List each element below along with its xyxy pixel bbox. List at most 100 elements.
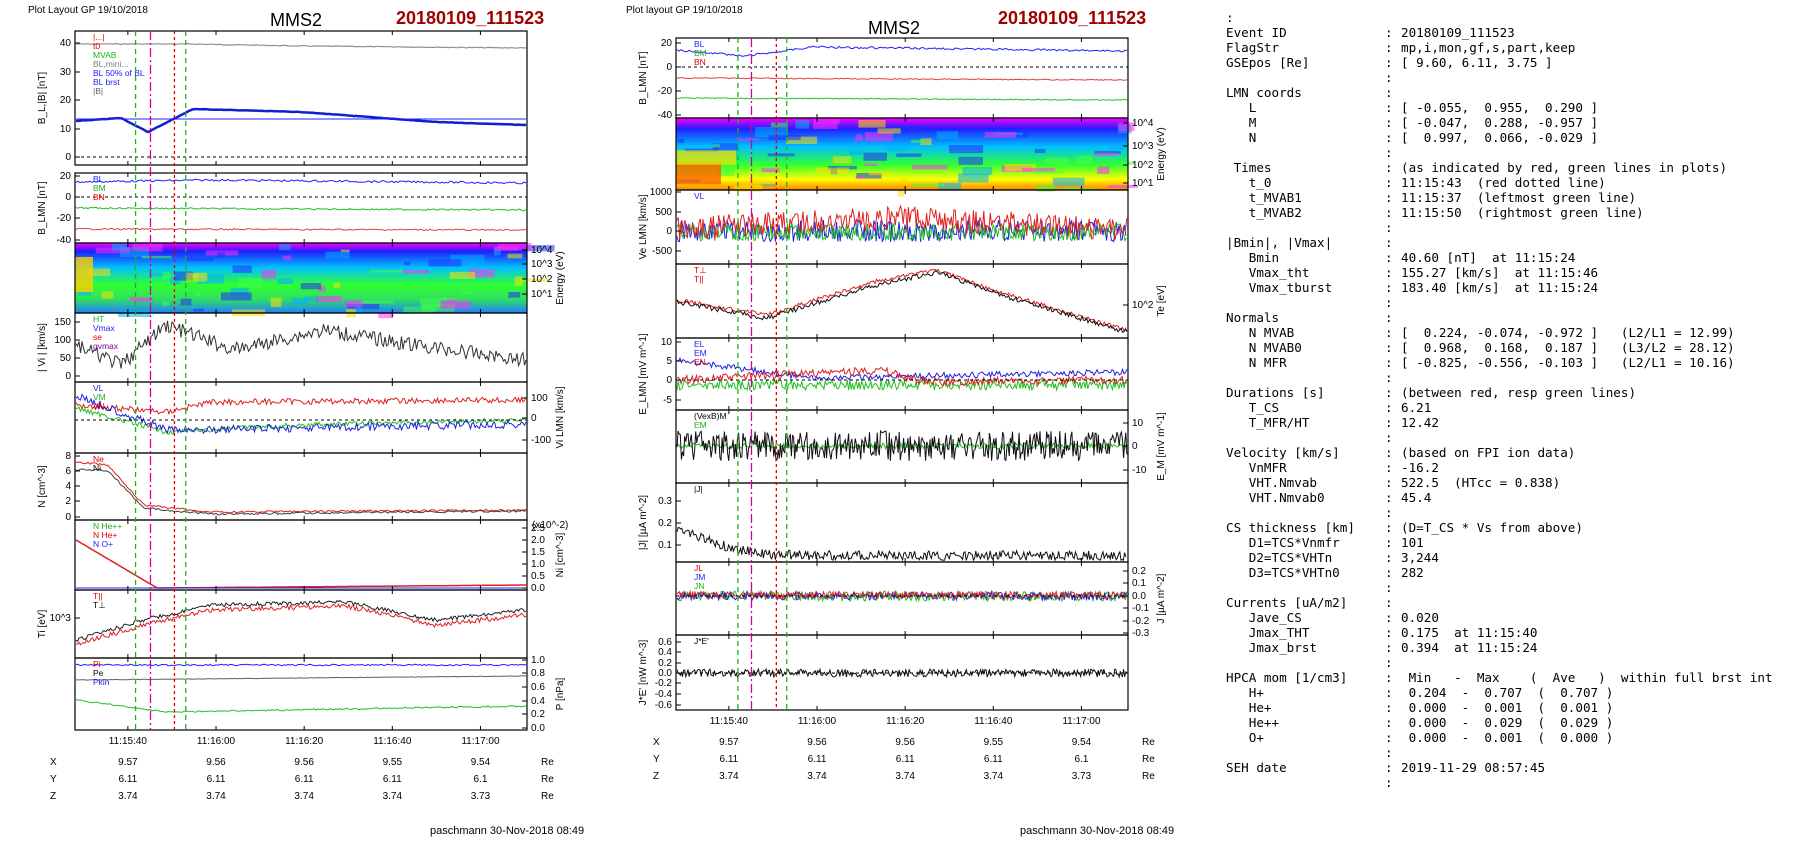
coord-row-label: Z <box>50 791 56 802</box>
summary-value: 0.000 - 0.001 ( 0.001 ) <box>1401 700 1614 715</box>
summary-row: CS thickness [km]: (D=T_CS * Vs from abov… <box>1226 520 1796 535</box>
summary-value: Min - Max ( Ave ) within full brst int <box>1401 670 1773 685</box>
y-tick-label: -20 <box>57 213 72 224</box>
spectrogram-cell <box>1094 150 1121 154</box>
summary-row: : <box>1226 505 1796 520</box>
summary-value: 155.27 [km/s] at 11:15:46 <box>1401 265 1599 280</box>
spectrogram-cell <box>767 153 795 157</box>
summary-row: Event ID:20180109_111523 <box>1226 25 1796 40</box>
spectrogram-cell <box>984 131 1017 138</box>
vl-component <box>75 396 527 416</box>
panel-frame <box>74 30 528 166</box>
legend-entry: EM <box>694 348 707 358</box>
bl-component <box>676 45 1128 57</box>
spectrogram-cell <box>359 300 393 304</box>
summary-row: N MVAB0: [ 0.968, 0.168, 0.187 ] (L3/L2 =… <box>1226 340 1796 355</box>
y-tick-label: 100 <box>531 393 548 404</box>
summary-row: FlagStr: mp,i,mon,gf,s,part,keep <box>1226 40 1796 55</box>
spectrogram-cell <box>118 310 151 317</box>
ve-n <box>676 204 1128 240</box>
y-tick-label: 0.1 <box>1132 578 1146 589</box>
coord-value: 6.11 <box>896 754 915 765</box>
y-tick-label: -40 <box>57 235 72 246</box>
summary-colon: : <box>1385 400 1393 415</box>
panel-te: 10^2 Te [eV] T⊥T|| <box>675 263 1167 339</box>
summary-colon: : <box>1385 505 1393 520</box>
ni-density <box>75 468 527 516</box>
time-tick-label: 11:16:20 <box>285 736 324 747</box>
summary-row: Durations [s]: (between red, resp green l… <box>1226 385 1796 400</box>
spectrogram-cell <box>132 243 163 252</box>
spectrogram-cell <box>676 162 721 185</box>
summary-row: H+: 0.204 - 0.707 ( 0.707 ) <box>1226 685 1796 700</box>
spectrogram-cell <box>712 144 720 147</box>
left-footer: paschmann 30-Nov-2018 08:49 <box>430 825 584 837</box>
summary-value: [ 0.224, -0.074, -0.972 ] (L2/L1 = 12.99… <box>1401 325 1735 340</box>
legend-entry: N O+ <box>93 539 113 549</box>
y-tick-label: 4 <box>65 481 71 492</box>
jl-current <box>676 589 1128 603</box>
coord-value: 3.74 <box>206 791 226 802</box>
spectrogram-cell <box>468 269 495 278</box>
summary-value: [ 0.968, 0.168, 0.187 ] (L3/L2 = 28.12) <box>1401 340 1735 355</box>
spectrogram-cell <box>217 252 226 258</box>
y-axis-label: E_M [mV m^-1] <box>1156 412 1167 481</box>
summary-colon: : <box>1385 700 1393 715</box>
summary-colon: : <box>1385 220 1393 235</box>
te-perp <box>676 270 1128 333</box>
legend-entry: BM <box>93 183 106 193</box>
summary-key: Vmax_tht <box>1226 265 1310 280</box>
spectrogram-cell <box>186 257 214 262</box>
y-axis-label: J*E' [nW m^-3] <box>638 640 649 706</box>
summary-row: : <box>1226 655 1796 670</box>
event-summary-panel: : Event ID:20180109_111523 FlagStr: mp,i,m… <box>1226 10 1796 830</box>
summary-key: Currents [uA/m2] <box>1226 595 1348 610</box>
spectrogram-cell <box>300 283 322 290</box>
summary-colon: : <box>1385 775 1393 790</box>
legend-entry: BL <box>694 39 705 49</box>
y-tick-label: 0.4 <box>531 696 545 707</box>
legend-entry: VM <box>93 392 106 402</box>
spectrogram-cell <box>855 176 864 179</box>
summary-key: t_MVAB2 <box>1226 205 1302 220</box>
summary-row: LMN coords: <box>1226 85 1796 100</box>
coord-value: 9.55 <box>383 757 403 768</box>
legend-entry: N He+ <box>93 530 117 540</box>
y-axis-label: B_L,|B| [nT] <box>37 72 48 125</box>
summary-value: (D=T_CS * Vs from above) <box>1401 520 1583 535</box>
panel-ti: 10^3Ti [eV] T||T⊥ <box>37 589 528 659</box>
spectrogram-cell <box>230 287 249 297</box>
y-tick-label: 0.2 <box>1132 566 1146 577</box>
summary-colon: : <box>1385 25 1393 40</box>
summary-value: 2019-11-29 08:57:45 <box>1401 760 1546 775</box>
panel-em: 10 0 -10 E_M [mV m^-1] (VexB)MEM <box>675 409 1167 484</box>
coord-value: 3.74 <box>895 771 915 782</box>
spectrogram-cell <box>378 312 394 319</box>
summary-colon: : <box>1385 190 1393 205</box>
summary-value: 11:15:43 (red dotted line) <box>1401 175 1606 190</box>
y-tick-label: 10^4 <box>531 245 553 256</box>
spectrogram-cell <box>1034 148 1046 153</box>
spectrogram-cell <box>150 273 163 276</box>
summary-key: N <box>1226 130 1257 145</box>
spectrogram-cell <box>864 163 878 166</box>
y-tick-label: 10^1 <box>1132 178 1154 189</box>
summary-row: N MFR: [ -0.825, -0.556, -0.103 ] (L2/L1 … <box>1226 355 1796 370</box>
y-tick-label: 10^1 <box>531 289 553 300</box>
y-tick-label: -5 <box>663 395 672 406</box>
summary-colon: : <box>1385 655 1393 670</box>
spectrogram-cell <box>347 303 380 310</box>
summary-colon: : <box>1385 70 1393 85</box>
spectrogram-cell <box>101 291 114 299</box>
summary-value: 12.42 <box>1401 415 1439 430</box>
coord-unit: Re <box>1142 737 1155 748</box>
y-axis-label: E_LMN [mV m^-1] <box>638 333 649 415</box>
summary-key: He+ <box>1226 700 1272 715</box>
summary-colon: : <box>1385 385 1393 400</box>
coord-value: 6.11 <box>295 774 314 785</box>
summary-row: O+: 0.000 - 0.001 ( 0.000 ) <box>1226 730 1796 745</box>
spectrogram-cell <box>333 282 341 288</box>
